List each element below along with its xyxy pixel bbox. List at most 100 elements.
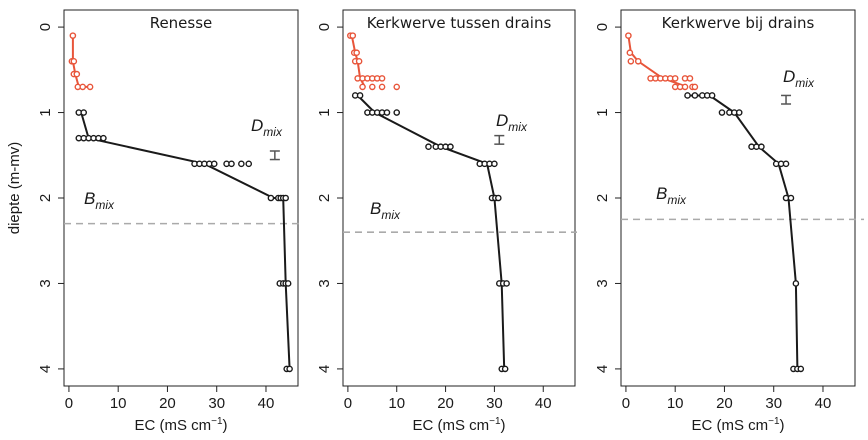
series-2: [75, 109, 293, 373]
data-point: [245, 160, 253, 168]
bmix-label: Bmix: [84, 189, 115, 212]
data-point: [797, 365, 805, 373]
data-point: [353, 49, 360, 57]
data-point: [681, 83, 689, 91]
data-point: [758, 143, 765, 151]
panel-title: Kerkwerve tussen drains: [367, 14, 552, 32]
data-point: [210, 160, 218, 168]
data-point: [782, 160, 790, 168]
data-point: [503, 280, 510, 287]
x-tick-label: 0: [344, 395, 352, 412]
y-tick-label: 1: [37, 108, 54, 116]
x-tick-label: 10: [110, 395, 127, 412]
data-point: [634, 57, 642, 65]
data-point: [359, 83, 366, 91]
data-point: [787, 194, 795, 202]
panel-title: Renesse: [150, 14, 213, 32]
x-tick-label: 40: [535, 395, 552, 412]
panel-2: Kerkwerve tussen drains 0 10 20 30 40 0 1 2 3 4 EC …: [316, 9, 577, 434]
y-tick-label: 3: [316, 279, 333, 287]
plot-frame: [342, 9, 576, 387]
y-tick-label: 1: [594, 108, 611, 116]
series-line: [687, 94, 799, 369]
data-point: [708, 92, 716, 99]
dmix-label: Dmix: [496, 111, 528, 134]
x-tick-label: 20: [159, 395, 176, 412]
data-point: [355, 57, 363, 65]
data-point: [356, 92, 364, 99]
data-point: [626, 49, 634, 57]
bmix-label: Bmix: [656, 184, 687, 207]
bmix-label: Bmix: [370, 199, 401, 222]
data-point: [691, 92, 699, 99]
series-1: [68, 32, 94, 91]
y-tick-label: 2: [316, 194, 333, 202]
data-point: [627, 57, 635, 65]
data-point: [383, 109, 391, 116]
dmix-errorbar: [781, 94, 792, 105]
y-tick-label: 2: [594, 194, 611, 202]
series-2: [351, 92, 510, 373]
data-point: [79, 83, 87, 91]
x-tick-label: 30: [486, 395, 503, 412]
y-tick-label: 0: [594, 23, 611, 31]
y-tick-label: 3: [594, 279, 611, 287]
data-point: [447, 143, 454, 151]
data-point: [100, 134, 107, 142]
data-point: [286, 365, 293, 373]
y-axis-label: diepte (m-mv): [6, 142, 23, 235]
data-point: [267, 194, 275, 202]
data-point: [691, 83, 699, 91]
data-point: [228, 160, 235, 168]
dmix-label: Dmix: [783, 67, 815, 90]
data-point: [718, 109, 726, 116]
data-point: [501, 365, 509, 373]
data-point: [378, 83, 386, 91]
data-point: [495, 194, 502, 202]
x-tick-label: 30: [208, 395, 225, 412]
x-tick-label: 0: [622, 395, 630, 412]
data-point: [491, 160, 498, 168]
data-point: [80, 109, 88, 116]
series-2: [684, 92, 805, 373]
x-tick-label: 10: [667, 395, 684, 412]
x-axis-label: EC (mS cm−1): [412, 416, 505, 434]
dmix-errorbar: [494, 134, 505, 145]
data-point: [238, 160, 245, 168]
data-point: [393, 83, 401, 91]
data-point: [625, 32, 632, 39]
x-tick-label: 40: [258, 395, 275, 412]
data-point: [425, 143, 432, 151]
data-point: [393, 109, 401, 116]
data-point: [369, 83, 376, 91]
data-point: [86, 83, 94, 91]
data-point: [73, 70, 81, 78]
data-point: [378, 75, 386, 82]
data-point: [284, 280, 292, 287]
y-tick-label: 2: [37, 194, 54, 202]
data-point: [735, 109, 743, 116]
series-1: [347, 32, 401, 91]
x-axis-label: EC (mS cm−1): [134, 416, 227, 434]
y-tick-label: 4: [316, 365, 333, 373]
y-tick-label: 4: [594, 365, 611, 373]
y-tick-label: 3: [37, 279, 54, 287]
panel-title: Kerkwerve bij drains: [662, 14, 815, 32]
data-point: [686, 75, 694, 82]
panel-3: Kerkwerve bij drains 0 10 20 30 40 0 1 2 3 4 EC (mS…: [594, 9, 864, 434]
y-tick-label: 0: [316, 23, 333, 31]
y-tick-label: 0: [37, 23, 54, 31]
x-axis-label: EC (mS cm−1): [691, 416, 784, 434]
x-tick-label: 30: [765, 395, 782, 412]
panel-1: Renesse 0 10 20 30 40 0 1 2 3 4 EC (mS cm−1) Bmix Dmi…: [37, 9, 300, 434]
dmix-errorbar: [269, 150, 280, 161]
data-point: [671, 75, 679, 82]
x-tick-label: 20: [437, 395, 454, 412]
dmix-label: Dmix: [251, 116, 283, 139]
data-point: [70, 57, 78, 65]
data-point: [684, 92, 691, 99]
series-line: [80, 112, 291, 369]
x-tick-label: 40: [815, 395, 832, 412]
data-point: [792, 280, 800, 287]
